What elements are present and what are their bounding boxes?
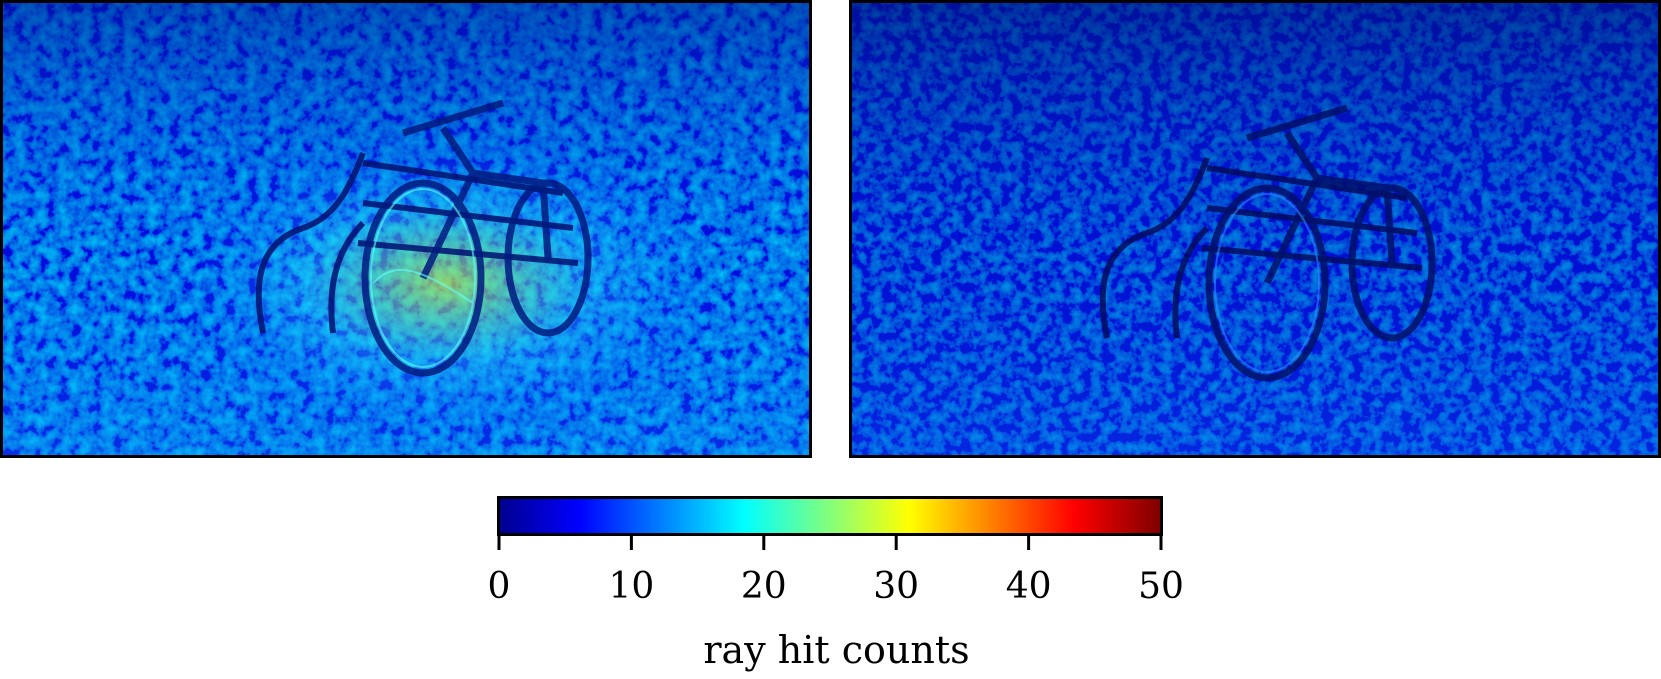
heatmap-panel-left xyxy=(0,0,812,458)
colorbar xyxy=(497,496,1163,536)
colorbar-tick-label-40: 40 xyxy=(1006,566,1052,607)
colorbar-tick-label-50: 50 xyxy=(1138,566,1184,607)
colorbar-label: ray hit counts xyxy=(703,628,970,672)
heatmap-image-left xyxy=(3,3,809,455)
heatmap-image-right xyxy=(852,3,1658,455)
colorbar-tick-label-30: 30 xyxy=(873,566,919,607)
colorbar-tick-label-10: 10 xyxy=(608,566,654,607)
colorbar-tick-label-20: 20 xyxy=(741,566,787,607)
colorbar-gradient xyxy=(500,499,1160,533)
heatmap-panel-right xyxy=(849,0,1661,458)
colorbar-tick-label-0: 0 xyxy=(488,566,511,607)
